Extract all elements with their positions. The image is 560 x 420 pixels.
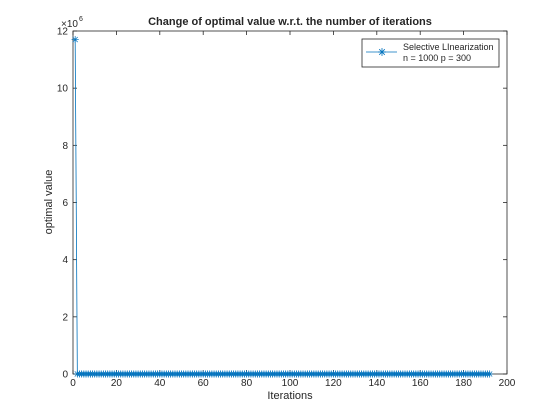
x-tick-label: 100 (282, 378, 299, 389)
data-point (71, 35, 79, 44)
y-tick-label: 6 (62, 198, 68, 209)
legend-label-line1: Selective LInearization (403, 42, 494, 52)
y-axis-label: optimal value (43, 170, 55, 235)
x-tick-label: 20 (111, 378, 123, 389)
y-tick-label: 10 (57, 84, 69, 95)
x-tick-label: 60 (198, 378, 210, 389)
legend: Selective LInearization n = 1000 p = 300 (361, 38, 500, 68)
series-layer (71, 35, 494, 378)
x-tick-label: 120 (325, 378, 342, 389)
y-tick-label: 4 (62, 255, 68, 266)
legend-box (361, 38, 500, 68)
chart-title: Change of optimal value w.r.t. the numbe… (148, 16, 432, 28)
x-tick-label: 180 (455, 378, 472, 389)
legend-label-line2: n = 1000 p = 300 (403, 53, 471, 63)
y-tick-label: 12 (57, 27, 69, 38)
plot-area (72, 30, 508, 375)
y-tick-label: 8 (62, 141, 68, 152)
x-tick-label: 0 (70, 378, 76, 389)
y-exponent-power: 6 (79, 16, 83, 23)
x-tick-label: 80 (241, 378, 253, 389)
x-tick-label: 160 (412, 378, 429, 389)
x-tick-label: 140 (368, 378, 385, 389)
y-axis-ticks: 0 2 4 6 8 10 12 (57, 27, 507, 381)
x-axis-label: Iterations (267, 390, 313, 402)
x-tick-label: 40 (154, 378, 166, 389)
data-point (486, 370, 494, 378)
y-tick-label: 0 (62, 370, 68, 381)
x-tick-label: 200 (499, 378, 516, 389)
y-exponent-base: ×10 (61, 19, 78, 30)
y-tick-label: 2 (62, 312, 68, 323)
y-exponent-label: ×10 6 (61, 16, 83, 30)
legend-marker (378, 48, 386, 56)
